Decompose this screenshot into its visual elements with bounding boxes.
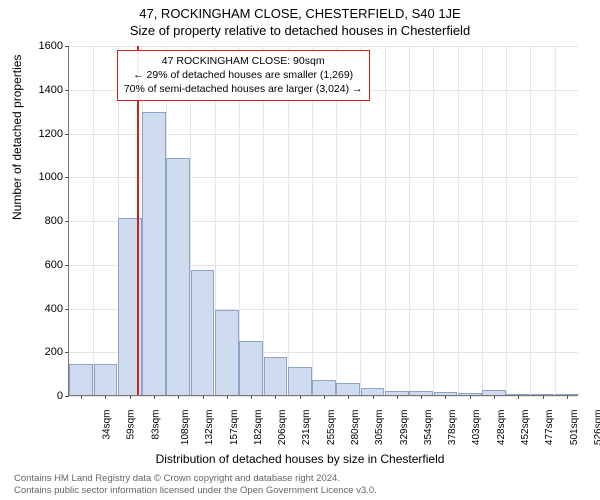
y-tick-label: 1600 [23, 40, 63, 52]
y-tick-label: 0 [23, 390, 63, 402]
x-tick-label: 428sqm [496, 410, 507, 446]
histogram-bar [69, 364, 93, 395]
footer-attribution: Contains HM Land Registry data © Crown c… [14, 473, 377, 497]
annotation-line-3: 70% of semi-detached houses are larger (… [124, 82, 363, 96]
x-tick-label: 206sqm [277, 410, 288, 446]
x-tick-label: 329sqm [399, 410, 410, 446]
histogram-bar [239, 341, 263, 395]
y-tick-label: 1400 [23, 84, 63, 96]
y-tick-label: 200 [23, 346, 63, 358]
annotation-line-1: 47 ROCKINGHAM CLOSE: 90sqm [124, 54, 363, 68]
x-tick-label: 477sqm [544, 410, 555, 446]
x-tick-label: 305sqm [374, 410, 385, 446]
x-tick-label: 501sqm [569, 410, 580, 446]
histogram-bar [166, 158, 190, 395]
x-tick-label: 378sqm [447, 410, 458, 446]
y-axis-label: Number of detached properties [10, 55, 24, 220]
y-tick-label: 1200 [23, 128, 63, 140]
plot-area: 47 ROCKINGHAM CLOSE: 90sqm ← 29% of deta… [68, 46, 578, 396]
y-tick-label: 1000 [23, 171, 63, 183]
x-tick-label: 34sqm [102, 410, 113, 440]
histogram-bar [336, 383, 360, 395]
x-tick-label: 182sqm [253, 410, 264, 446]
y-tick-label: 800 [23, 215, 63, 227]
x-tick-label: 231sqm [302, 410, 313, 446]
chart-container: 47, ROCKINGHAM CLOSE, CHESTERFIELD, S40 … [0, 0, 600, 500]
histogram-bar [312, 380, 336, 395]
x-tick-label: 83sqm [150, 410, 161, 440]
x-tick-label: 526sqm [593, 410, 600, 446]
y-tick-label: 400 [23, 303, 63, 315]
histogram-bar [191, 270, 215, 395]
x-tick-label: 59sqm [126, 410, 137, 440]
x-tick-label: 403sqm [472, 410, 483, 446]
footer-line-2: Contains public sector information licen… [14, 485, 377, 497]
annotation-box: 47 ROCKINGHAM CLOSE: 90sqm ← 29% of deta… [117, 50, 370, 101]
annotation-line-2: ← 29% of detached houses are smaller (1,… [124, 68, 363, 82]
y-tick-label: 600 [23, 259, 63, 271]
chart-title: Size of property relative to detached ho… [0, 21, 600, 38]
x-tick-label: 280sqm [350, 410, 361, 446]
x-tick-label: 452sqm [520, 410, 531, 446]
histogram-bar [288, 367, 312, 395]
x-tick-label: 132sqm [204, 410, 215, 446]
footer-line-1: Contains HM Land Registry data © Crown c… [14, 473, 377, 485]
histogram-bar [215, 310, 239, 395]
x-tick-label: 255sqm [326, 410, 337, 446]
histogram-bar [142, 112, 166, 395]
x-axis-label: Distribution of detached houses by size … [0, 452, 600, 466]
histogram-bar [94, 364, 118, 395]
histogram-bar [264, 357, 288, 395]
chart-supertitle: 47, ROCKINGHAM CLOSE, CHESTERFIELD, S40 … [0, 0, 600, 21]
x-tick-label: 157sqm [229, 410, 240, 446]
x-tick-label: 108sqm [180, 410, 191, 446]
x-tick-label: 354sqm [423, 410, 434, 446]
